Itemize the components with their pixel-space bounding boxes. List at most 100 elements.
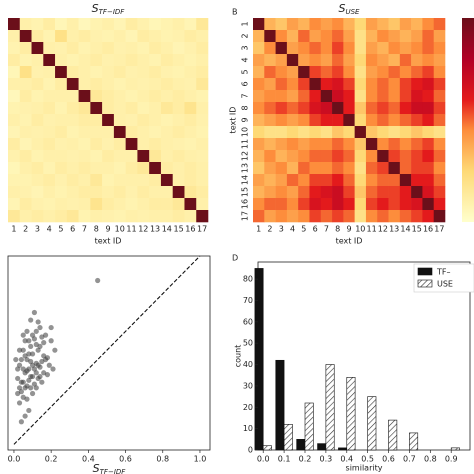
heatmap-cell	[43, 90, 56, 103]
x-tick-label: 17	[434, 225, 444, 234]
heatmap-cell	[388, 102, 401, 115]
heatmap-cell	[43, 138, 56, 151]
heatmap-cell	[172, 126, 185, 139]
heatmap-cell	[160, 198, 174, 211]
heatmap-cell	[320, 162, 333, 175]
y-tick-label: 80	[243, 275, 253, 284]
y-tick-label: 13	[241, 163, 250, 173]
heatmap-cell	[309, 18, 322, 31]
axes-frame	[7, 255, 211, 451]
heatmap-cell	[253, 174, 265, 187]
heatmap-cell	[172, 114, 185, 127]
heatmap-cell	[78, 18, 91, 31]
bar	[296, 439, 306, 451]
heatmap-cell	[411, 78, 423, 91]
scatter-point	[28, 358, 34, 365]
heatmap-cell	[196, 138, 209, 151]
heatmap-cell	[43, 126, 56, 139]
heatmap-cell	[365, 54, 378, 67]
heatmap-cell	[264, 174, 276, 187]
heatmap-cell	[55, 66, 68, 79]
heatmap-cell	[55, 198, 68, 211]
heatmap-cell	[286, 138, 299, 151]
heatmap-cell	[8, 54, 21, 67]
heatmap-cell	[66, 66, 79, 79]
heatmap-cell	[149, 150, 162, 163]
x-tick-label: 4	[47, 225, 52, 234]
heatmap-cell	[113, 66, 126, 79]
heatmap-cell	[113, 114, 126, 127]
heatmap-cell	[298, 114, 310, 127]
heatmap-cell	[320, 150, 333, 163]
heatmap-cell	[196, 210, 209, 223]
y-tick-label: 1	[241, 21, 250, 26]
heatmap-cell	[113, 162, 126, 175]
heatmap-cell	[55, 42, 68, 55]
heatmap-cell	[102, 18, 115, 31]
heatmap-cell	[253, 150, 265, 163]
heatmap-cell	[90, 30, 103, 43]
heatmap-cell	[399, 42, 412, 55]
heatmap-cell	[365, 174, 378, 187]
heatmap-cell	[320, 54, 333, 67]
heatmap-cell	[125, 174, 138, 187]
heatmap-cell	[343, 90, 355, 103]
heatmap-cell	[160, 30, 174, 43]
x-tick-label: 14	[162, 225, 172, 234]
heatmap-cell	[433, 138, 446, 151]
x-tick-label: 6	[70, 225, 75, 234]
heatmap-cell	[55, 18, 68, 31]
heatmap-cell	[90, 174, 103, 187]
y-axis-label: text ID	[229, 107, 238, 134]
x-tick-label: 9	[346, 225, 351, 234]
heatmap-cell	[125, 114, 138, 127]
heatmap-cell	[286, 66, 299, 79]
scatter-point	[35, 362, 41, 368]
y-tick-label: 3	[241, 45, 250, 50]
heatmap-cell	[8, 18, 21, 31]
scatter-point	[33, 385, 39, 391]
heatmap-cell	[309, 126, 322, 139]
heatmap-cell	[422, 54, 435, 67]
y-tick-label: 10	[243, 424, 253, 433]
scatter-point	[26, 338, 32, 344]
heatmap-cell	[343, 54, 355, 67]
heatmap-cell	[137, 78, 150, 91]
heatmap-cell	[332, 126, 344, 139]
heatmap-cell	[31, 138, 44, 151]
heatmap-cell	[137, 90, 150, 103]
heatmap-cell	[433, 198, 446, 211]
heatmap-cell	[149, 114, 162, 127]
heatmap-cell	[184, 210, 197, 223]
legend-swatch	[417, 279, 433, 288]
heatmap-cell	[332, 150, 344, 163]
heatmap-cell	[286, 54, 299, 67]
heatmap-cell	[31, 78, 44, 91]
heatmap-cell	[102, 198, 115, 211]
heatmap-cell	[399, 126, 412, 139]
heatmap-cell	[320, 78, 333, 91]
heatmap-cell	[149, 90, 162, 103]
heatmap-cell	[102, 210, 115, 223]
heatmap-cell	[196, 174, 209, 187]
heatmap-cell	[55, 126, 68, 139]
x-tick-label: 13	[150, 225, 160, 234]
heatmap-cell	[411, 90, 423, 103]
heatmap-cell	[172, 162, 185, 175]
heatmap-cell	[332, 18, 344, 31]
heatmap-cell	[399, 186, 412, 199]
reference-line	[13, 255, 201, 445]
heatmap-cell	[298, 54, 310, 67]
heatmap-cell	[399, 210, 412, 223]
heatmap-cell	[125, 162, 138, 175]
heatmap-cell	[275, 126, 288, 139]
heatmap-cell	[102, 174, 115, 187]
heatmap-cell	[19, 162, 32, 175]
heatmap-cell	[320, 174, 333, 187]
heatmap-cell	[264, 114, 276, 127]
heatmap-cell	[264, 18, 276, 31]
heatmap-cell	[31, 174, 44, 187]
heatmap-cell	[8, 210, 21, 223]
heatmap-cell	[125, 126, 138, 139]
